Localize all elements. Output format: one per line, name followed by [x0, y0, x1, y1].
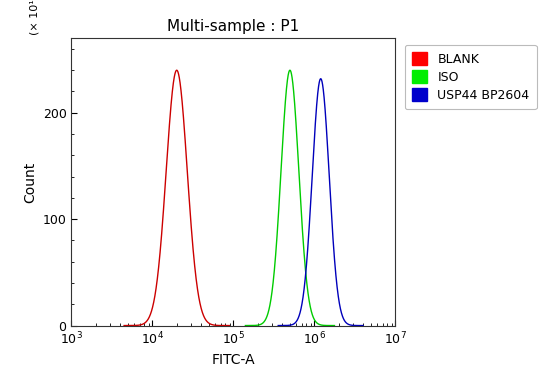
Text: (× 10¹): (× 10¹) — [29, 0, 40, 36]
Y-axis label: Count: Count — [23, 161, 37, 203]
X-axis label: FITC-A: FITC-A — [211, 353, 255, 367]
Title: Multi-sample : P1: Multi-sample : P1 — [167, 20, 299, 34]
Legend: BLANK, ISO, USP44 BP2604: BLANK, ISO, USP44 BP2604 — [405, 44, 537, 109]
